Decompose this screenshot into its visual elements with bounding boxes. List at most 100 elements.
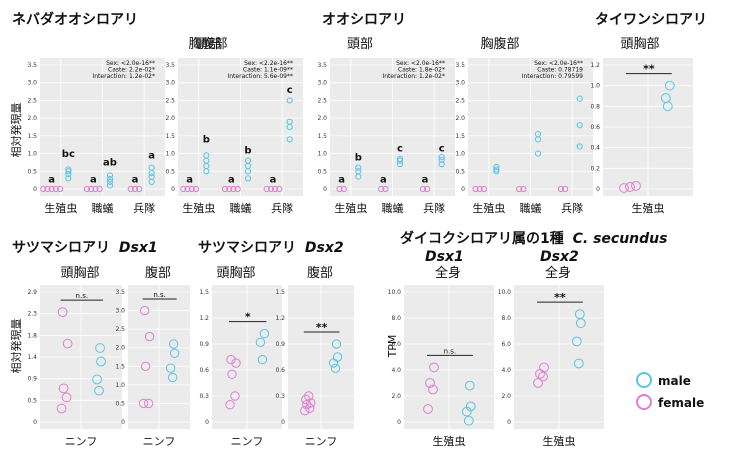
y-tick-label: 10.0 [388, 289, 402, 296]
female-point [480, 185, 487, 193]
y-tick-label: 0 [205, 419, 209, 426]
y-tick-label: 1.5 [27, 133, 37, 140]
female-point [143, 398, 154, 409]
y-tick-label: 0.9 [27, 376, 37, 383]
male-point [534, 150, 542, 157]
y-tick-label: 3.5 [27, 62, 37, 69]
y-tick-label: 2.5 [317, 97, 327, 104]
y-tick-label: 1.5 [165, 133, 175, 140]
y-tick-label: 4.0 [391, 367, 401, 374]
female-point [83, 185, 91, 193]
stat-label: Sex: <2.0e-16** [396, 60, 445, 67]
y-tick-label: 3.5 [455, 62, 465, 69]
y-tick-label: 1.0 [115, 382, 125, 389]
title-taiwan: タイワンシロアリ [595, 12, 707, 28]
panel-10: 全身 0 2.0 4.0 6.0 8.0 10.0 生殖虫 n.s. [388, 265, 494, 448]
y-tick-label: 3.0 [27, 80, 37, 87]
male-point [148, 164, 155, 171]
female-point [276, 185, 283, 193]
y-tick-label: 1.2 [590, 62, 600, 69]
x-tick-label: 生殖虫 [182, 201, 215, 215]
female-point [180, 185, 187, 193]
significance-label: ** [554, 291, 566, 304]
female-point [62, 338, 73, 349]
panel-11: 全身 0 2.0 4.0 6.0 8.0 10.0 生殖虫 ** [498, 265, 604, 448]
y-tick-label: 1.0 [455, 151, 465, 158]
female-point [92, 185, 99, 193]
female-point [272, 185, 279, 193]
male-point [65, 171, 72, 178]
y-tick-label: 0.6 [590, 124, 600, 131]
y-tick-label: 0.5 [115, 400, 125, 407]
legend-female-marker [636, 394, 652, 410]
x-tick-label: ニンフ [231, 435, 264, 448]
title-cryptotermes-dsx1: Dsx1 [425, 249, 464, 265]
male-point [664, 80, 675, 91]
title-satsuma-2: サツマシロアリ Dsx2 [198, 240, 344, 256]
title-cryptotermes-dsx2: Dsx2 [540, 249, 579, 265]
female-point [631, 181, 641, 191]
y-tick-label: 0.5 [27, 168, 37, 175]
stat-label: Interaction: 1.2e-02* [382, 73, 445, 80]
male-point [332, 352, 343, 362]
y-tick-label: 0 [323, 186, 327, 193]
male-point [576, 95, 583, 102]
y-tick-label: 2.5 [115, 326, 125, 333]
female-point [225, 399, 235, 410]
female-point [61, 392, 72, 403]
female-point [424, 185, 431, 193]
female-point [136, 185, 143, 193]
y-tick-label: 1.5 [455, 133, 465, 140]
y-tick-label: 2.0 [27, 115, 37, 122]
male-point [106, 182, 114, 189]
female-point [472, 185, 479, 193]
x-tick-label: 職蟻 [92, 202, 114, 215]
y-tick-label: 1.2 [199, 315, 209, 322]
female-point [520, 185, 527, 193]
y-tick-label: 0.3 [199, 393, 209, 400]
y-tick-label: 2.5 [455, 97, 465, 104]
female-point [140, 361, 151, 371]
panel-title: 頭胸部 [216, 266, 255, 281]
stat-label: Sex: <2.0e-16** [534, 60, 583, 67]
y-tick-label: 3.0 [165, 80, 175, 87]
female-point [419, 185, 426, 193]
male-point [438, 161, 445, 168]
significance-label: * [245, 311, 251, 324]
female-point [301, 394, 311, 405]
panel-title: 頭部 [347, 37, 373, 52]
female-point [227, 369, 237, 380]
stat-label: Sex: <2.2e-16** [244, 60, 293, 67]
male-point [576, 122, 583, 129]
panel-title: 全身 [435, 265, 461, 281]
male-point [574, 309, 585, 320]
title-nevada: ネバダオオシロアリ [12, 11, 138, 28]
male-point [534, 130, 542, 138]
y-tick-label: 0 [596, 186, 600, 193]
female-point [231, 358, 241, 368]
stat-label: Caste: 0.78719 [537, 67, 583, 74]
y-tick-label: 3.5 [115, 289, 125, 296]
male-point [396, 157, 404, 164]
x-tick-label: 生殖虫 [472, 201, 505, 215]
x-tick-label: ニンフ [143, 435, 176, 448]
panel-6: 頭胸部 0 0.5 0.9 1.4 1.8 2.3 2.9 ニンフ n.s. [27, 266, 122, 448]
x-tick-label: 生殖虫 [632, 201, 665, 215]
legend-female-label: female [658, 396, 704, 410]
panel-title: 腹部 [145, 265, 171, 281]
y-tick-label: 0.2 [590, 165, 600, 172]
x-tick-label: 職蟻 [382, 202, 404, 215]
legend-male-label: male [658, 374, 691, 388]
female-point [131, 185, 139, 193]
x-tick-label: 職蟻 [230, 202, 252, 215]
y-tick-label: 6.0 [391, 341, 401, 348]
x-tick-label: 兵隊 [561, 201, 583, 215]
significance-label: ** [316, 321, 328, 334]
male-point [65, 175, 72, 182]
female-point [226, 185, 233, 193]
y-tick-label: 3.0 [455, 80, 465, 87]
female-point [96, 185, 103, 193]
female-point [40, 185, 47, 193]
y-tick-label: 1.8 [27, 332, 37, 339]
male-point [493, 168, 500, 175]
